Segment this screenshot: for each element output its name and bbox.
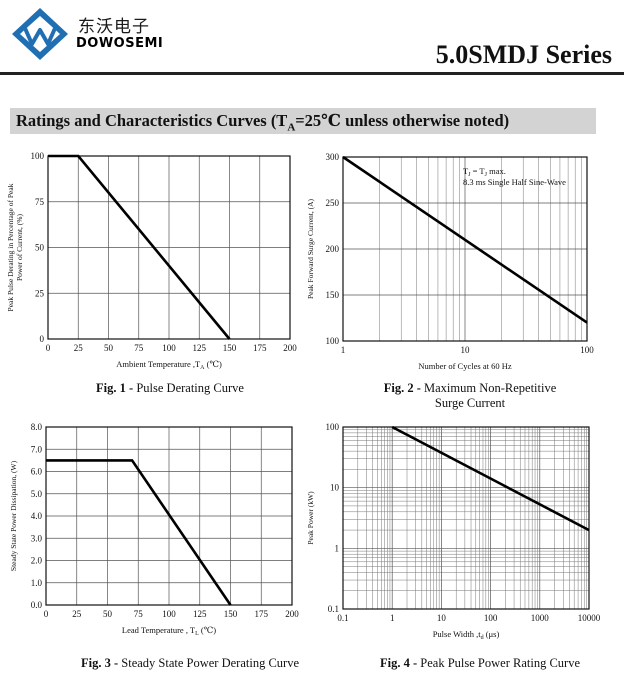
annotation-line-2: 8.3 ms Single Half Sine-Wave xyxy=(463,177,566,187)
y-tick-label: 3.0 xyxy=(31,533,43,543)
x-tick-label: 10 xyxy=(437,613,447,623)
fig1-caption: Fig. 1 - Pulse Derating Curve xyxy=(96,381,244,395)
x-tick-label: 10 xyxy=(461,345,471,355)
data-line xyxy=(391,425,590,532)
data-line xyxy=(48,154,231,340)
y-tick-label: 2.0 xyxy=(31,556,43,566)
section-header: Ratings and Characteristics Curves (TA=2… xyxy=(10,108,596,134)
plot-frame xyxy=(342,426,590,610)
annotation-line-1: TJ = TJ max. xyxy=(463,166,506,178)
x-tick-label: 0 xyxy=(44,609,49,619)
y-tick-label: 50 xyxy=(35,243,45,253)
fig2-caption: Fig. 2 - Maximum Non-Repetitive Surge Cu… xyxy=(383,381,557,410)
plot-frame xyxy=(342,156,588,342)
x-tick-label: 50 xyxy=(104,343,114,353)
y-tick-label: 300 xyxy=(326,152,340,162)
y-tick-label: 1.0 xyxy=(31,578,43,588)
plot-frame xyxy=(45,426,293,606)
y-tick-label: 4.0 xyxy=(31,511,43,521)
x-tick-label: 1 xyxy=(341,345,346,355)
x-tick-label: 125 xyxy=(193,609,207,619)
fig3-caption: Fig. 3 - Steady State Power Derating Cur… xyxy=(80,656,299,670)
fig3-chart: 0 25 50 75 100 125 150 175 200 0.0 1.0 2.0 3.0 4.0 5.0… xyxy=(9,422,299,637)
x-axis-label: Ambient Temperature ,TA (℃) xyxy=(116,359,222,371)
x-tick-label: 175 xyxy=(253,343,267,353)
y-tick-label: 25 xyxy=(35,288,45,298)
y-tick-label: 7.0 xyxy=(31,444,43,454)
y-tick-label: 5.0 xyxy=(31,489,43,499)
y-tick-label: 150 xyxy=(326,290,340,300)
y-tick-label: 100 xyxy=(326,336,340,346)
y-tick-label: 75 xyxy=(35,197,45,207)
data-line xyxy=(342,155,588,324)
y-tick-label: 100 xyxy=(326,422,340,432)
y-tick-label: 10 xyxy=(330,483,340,493)
x-axis-label: Number of Cycles at 60 Hz xyxy=(418,361,511,371)
y-tick-label: 250 xyxy=(326,198,340,208)
x-tick-label: 200 xyxy=(283,343,297,353)
y-tick-label: 200 xyxy=(326,244,340,254)
x-tick-label: 10000 xyxy=(578,613,601,623)
y-tick-label: 8.0 xyxy=(31,422,43,432)
x-tick-label: 0 xyxy=(46,343,51,353)
y-tick-label: 100 xyxy=(31,151,45,161)
x-tick-label: 75 xyxy=(134,609,144,619)
data-line xyxy=(46,459,232,606)
y-tick-label: 6.0 xyxy=(31,467,43,477)
brand-name-cn: 东沃电子 xyxy=(78,17,150,37)
x-tick-label: 100 xyxy=(162,343,176,353)
section-title: Ratings and Characteristics Curves (TA=2… xyxy=(16,111,510,134)
x-tick-label: 1000 xyxy=(531,613,550,623)
y-axis-label: Peak Forward Surge Current, (A) xyxy=(306,198,315,299)
dowosemi-logo-icon xyxy=(12,8,68,60)
x-tick-label: 100 xyxy=(162,609,176,619)
y-axis-label: Peak Pulse Derating in Percentage of Pea… xyxy=(6,183,15,311)
fig4-caption: Fig. 4 - Peak Pulse Power Rating Curve xyxy=(380,656,580,670)
y-tick-label: 0.1 xyxy=(328,604,339,614)
y-tick-label: 0.0 xyxy=(31,600,43,610)
x-tick-label: 0.1 xyxy=(337,613,348,623)
x-tick-label: 25 xyxy=(72,609,82,619)
x-axis-label: Lead Temperature , TL (℃) xyxy=(122,625,216,637)
y-tick-label: 1 xyxy=(335,543,340,553)
x-tick-label: 200 xyxy=(285,609,299,619)
x-axis-label: Pulse Width ,td (μs) xyxy=(433,629,500,641)
series-title: 5.0SMDJ Series xyxy=(435,40,612,69)
x-tick-label: 150 xyxy=(223,343,237,353)
x-tick-label: 25 xyxy=(74,343,84,353)
y-axis-label: Peak Power (kW) xyxy=(306,491,315,545)
x-tick-label: 150 xyxy=(224,609,238,619)
x-tick-label: 50 xyxy=(103,609,113,619)
x-tick-label: 100 xyxy=(580,345,594,355)
y-axis-label: Steady State Power Dissipation, (W) xyxy=(9,460,18,571)
fig1-chart: 0 25 50 75 100 125 150 175 200 0 25 50 75 100 Ambient … xyxy=(6,151,297,371)
y-tick-label: 0 xyxy=(40,334,45,344)
page-header: 东沃电子 DOWOSEMI 5.0SMDJ Series xyxy=(0,0,624,80)
x-tick-label: 100 xyxy=(484,613,498,623)
plot-frame xyxy=(47,155,291,340)
fig4-chart: 0.1 1 10 100 1000 10000 0.1 1 10 100 Pulse Width ,… xyxy=(306,422,601,641)
fig2-chart: 1 10 100 100 150 200 250 300 Number of Cycles at… xyxy=(306,152,594,371)
x-tick-label: 75 xyxy=(134,343,144,353)
x-tick-label: 175 xyxy=(255,609,269,619)
header-rule xyxy=(0,72,624,75)
y-axis-label: Power of Current, (%) xyxy=(15,213,24,281)
x-tick-label: 125 xyxy=(193,343,207,353)
brand-name-en: DOWOSEMI xyxy=(76,36,164,51)
x-tick-label: 1 xyxy=(390,613,395,623)
